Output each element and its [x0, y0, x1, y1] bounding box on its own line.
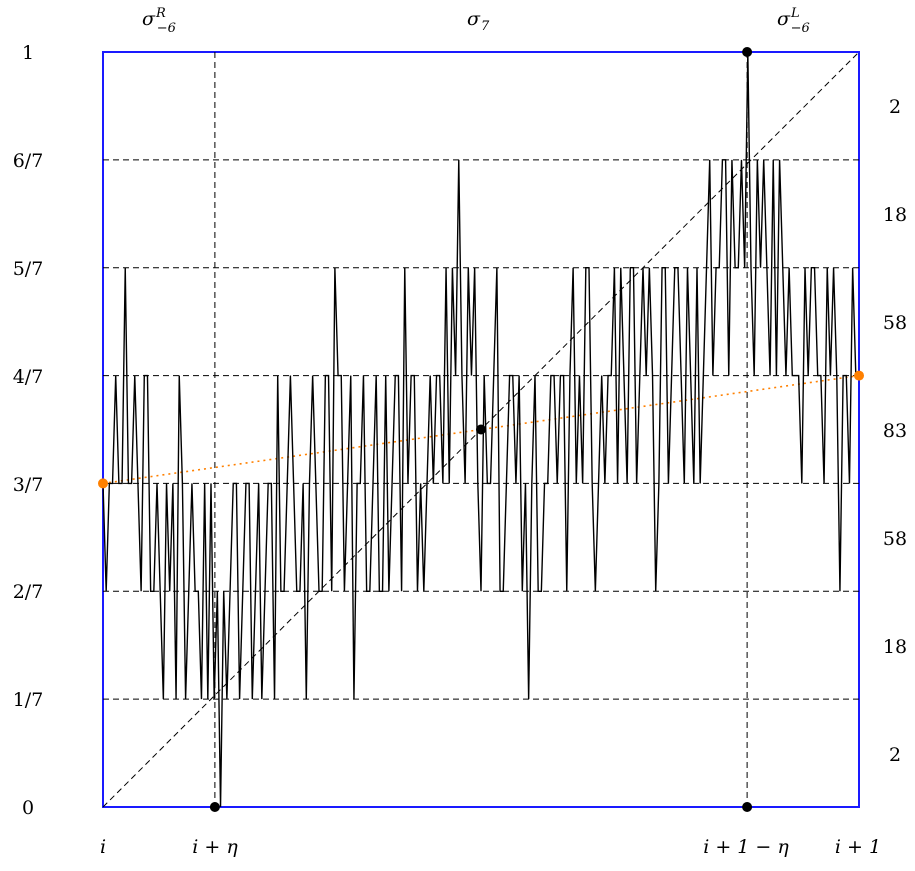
sigma7-path: [102, 51, 859, 808]
band-count-5: 18: [883, 204, 907, 226]
point-center: [476, 424, 486, 435]
diagram-marks: [98, 47, 864, 812]
y-tick-label-2: 2/7: [13, 581, 44, 603]
y-tick-label-3: 3/7: [13, 474, 44, 496]
y-tick-label-7: 1: [22, 42, 34, 64]
band-count-6: 2: [889, 96, 901, 118]
point-eta-bottom: [209, 802, 220, 812]
x-label-i: i: [100, 836, 106, 858]
y-tick-label-1: 1/7: [13, 689, 44, 711]
label-sigma-minus6-L: σL −6: [777, 6, 810, 36]
point-one-minus-eta-top: [742, 47, 753, 57]
y-tick-label-0: 0: [22, 797, 34, 819]
orange-point-right: [854, 370, 864, 381]
unit-square-frame: [102, 51, 860, 808]
orange-dotted-line: [102, 374, 860, 485]
label-sigma-7: σ7: [467, 8, 490, 34]
y-tick-label-5: 5/7: [13, 258, 44, 280]
orange-point-left: [98, 478, 108, 489]
label-sigma-minus6-R: σR −6: [142, 6, 176, 36]
band-count-4: 58: [883, 312, 907, 334]
band-count-0: 2: [889, 744, 901, 766]
x-label-i-plus-1: i + 1: [835, 836, 881, 858]
band-count-3: 83: [883, 420, 907, 442]
band-count-2: 58: [883, 528, 907, 550]
y-tick-label-6: 6/7: [13, 150, 44, 172]
point-one-minus-eta-bottom: [742, 802, 753, 812]
x-label-i-plus-eta: i + η: [192, 836, 238, 858]
y-tick-label-4: 4/7: [13, 366, 44, 388]
x-label-i-plus-1-minus-eta: i + 1 − η: [703, 836, 789, 858]
band-count-1: 18: [883, 636, 907, 658]
